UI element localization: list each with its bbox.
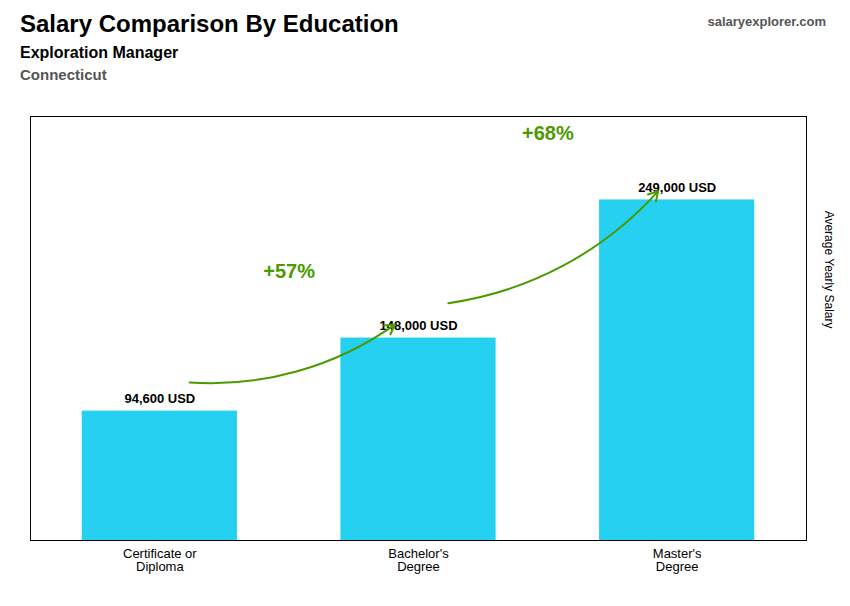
svg-text:Certificate orDiploma: Certificate orDiploma [123,546,197,574]
html-text:Exploration Manager: Exploration Manager [20,44,179,61]
svg-text:148,000 USD: 148,000 USD [379,318,458,334]
svg-text:Master'sDegree: Master'sDegree [653,546,702,574]
html-text:Connecticut: Connecticut [20,66,107,83]
svg-text:+68%: +68% [522,122,574,144]
svg-text:+57%: +57% [263,260,315,282]
svg-text:Average Yearly Salary: Average Yearly Salary [822,211,836,329]
svg-text:249,000 USD: 249,000 USD [638,180,716,195]
svg-text:Bachelor'sDegree: Bachelor'sDegree [388,546,449,574]
html-text:Salary Comparison By Education: Salary Comparison By Education [20,10,399,37]
svg-text:94,600 USD: 94,600 USD [124,391,195,406]
html-text:salaryexplorer.com: salaryexplorer.com [707,14,826,29]
